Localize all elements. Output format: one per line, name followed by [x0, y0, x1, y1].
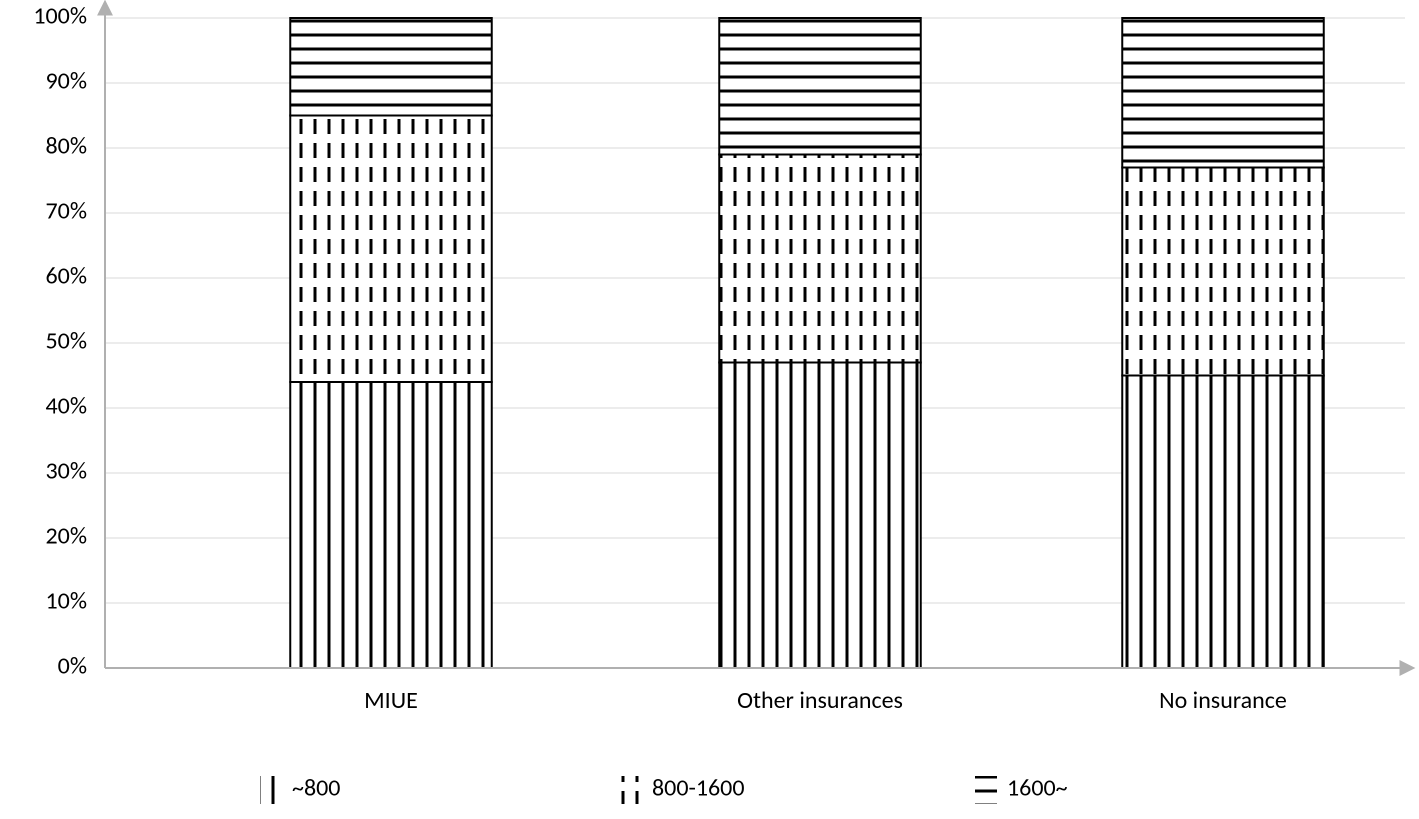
bar-segment-Other-insurances-low — [719, 363, 921, 669]
bar-segment-MIUE-mid — [290, 116, 492, 383]
x-category-label: MIUE — [364, 686, 418, 715]
x-category-label: Other insurances — [737, 686, 903, 715]
chart-svg: 0% 10% 20% 30% 40% 50% 60% 70% 80% 90% 100% MIUE Oth… — [0, 0, 1419, 819]
y-tick-label: 20% — [46, 522, 87, 551]
y-tick-label: 30% — [46, 457, 87, 486]
legend-swatch-low — [260, 776, 282, 804]
bar-segment-MIUE-high — [290, 18, 492, 116]
legend-swatch-high — [975, 776, 997, 804]
y-tick-label: 100% — [33, 2, 87, 31]
bar-segment-No-insurance-mid — [1122, 168, 1324, 376]
legend-label-low: ~800 — [292, 774, 340, 803]
x-category-label: No insurance — [1159, 686, 1287, 715]
stacked-bar-chart: 0% 10% 20% 30% 40% 50% 60% 70% 80% 90% 100% MIUE Oth… — [0, 0, 1419, 819]
bar-segment-No-insurance-high — [1122, 18, 1324, 168]
bar-segment-No-insurance-low — [1122, 376, 1324, 669]
legend-label-high: 1600~ — [1007, 774, 1068, 803]
y-tick-label: 40% — [46, 392, 87, 421]
bar-segment-MIUE-low — [290, 382, 492, 668]
bar-segment-Other-insurances-high — [719, 18, 921, 155]
y-tick-label: 10% — [46, 587, 87, 616]
legend-swatch-mid — [620, 776, 642, 804]
bar-segment-Other-insurances-mid — [719, 155, 921, 363]
y-tick-label: 0% — [58, 652, 87, 681]
y-tick-label: 70% — [46, 197, 87, 226]
y-tick-label: 50% — [46, 327, 87, 356]
y-tick-label: 60% — [46, 262, 87, 291]
y-tick-label: 90% — [46, 67, 87, 96]
y-tick-label: 80% — [46, 132, 87, 161]
legend-label-mid: 800-1600 — [652, 774, 745, 803]
